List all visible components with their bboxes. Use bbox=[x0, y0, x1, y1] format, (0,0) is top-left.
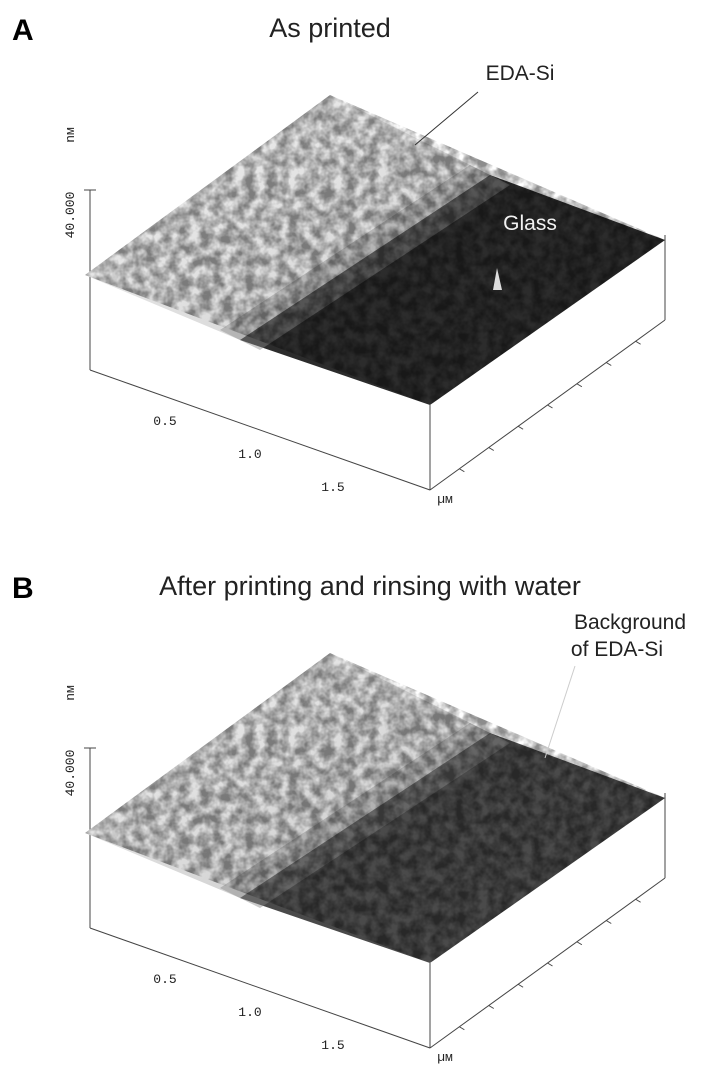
tick-mark bbox=[547, 962, 553, 967]
x-tick-label: 1.0 bbox=[238, 1005, 261, 1020]
tick-mark bbox=[488, 1005, 495, 1009]
texture bbox=[85, 95, 665, 405]
panel-title: As printed bbox=[269, 13, 391, 43]
z-tick-label: 40.000 bbox=[63, 192, 78, 239]
x-tick-label: 1.5 bbox=[321, 480, 344, 495]
surface-texture bbox=[85, 653, 665, 963]
tick-mark bbox=[605, 362, 612, 366]
tick-mark bbox=[517, 983, 524, 988]
annotation: Glass bbox=[503, 212, 557, 235]
tick-mark bbox=[635, 340, 641, 345]
tick-mark bbox=[576, 941, 583, 946]
x-unit: µм bbox=[437, 1050, 453, 1065]
leader-line bbox=[414, 91, 479, 146]
tick-mark bbox=[605, 920, 612, 924]
panel-label: A bbox=[12, 14, 34, 47]
z-unit: nм bbox=[63, 127, 78, 143]
annotation: Background bbox=[574, 611, 686, 634]
annotation: EDA-Si bbox=[486, 62, 555, 85]
z-unit: nм bbox=[63, 685, 78, 701]
tick-mark bbox=[635, 898, 641, 903]
panel: B After printing and rinsing with water 40… bbox=[12, 571, 686, 1065]
x-tick-label: 1.5 bbox=[321, 1038, 344, 1053]
z-tick-label: 40.000 bbox=[63, 750, 78, 797]
tick-mark bbox=[517, 425, 524, 430]
tick-mark bbox=[547, 404, 553, 409]
x-tick-label: 1.0 bbox=[238, 447, 261, 462]
x-tick-label: 0.5 bbox=[153, 414, 176, 429]
x-unit: µм bbox=[437, 492, 453, 507]
tick-mark bbox=[576, 383, 583, 388]
panel: A As printed 40.000 nм 0.5 1.0 1.5 µм EDA-Si Glas… bbox=[12, 13, 666, 507]
tick-mark bbox=[488, 447, 495, 451]
annotation: of EDA-Si bbox=[571, 638, 663, 661]
panel-title: After printing and rinsing with water bbox=[159, 571, 581, 601]
texture bbox=[85, 653, 665, 963]
x-tick-label: 0.5 bbox=[153, 972, 176, 987]
tick-mark bbox=[459, 468, 465, 473]
axis-line bbox=[89, 927, 431, 1049]
peak bbox=[493, 268, 502, 290]
leader-line bbox=[544, 665, 576, 759]
surface-texture bbox=[85, 95, 665, 405]
tick-mark bbox=[459, 1026, 465, 1031]
panel-label: B bbox=[12, 572, 34, 605]
axis-line bbox=[89, 369, 431, 491]
